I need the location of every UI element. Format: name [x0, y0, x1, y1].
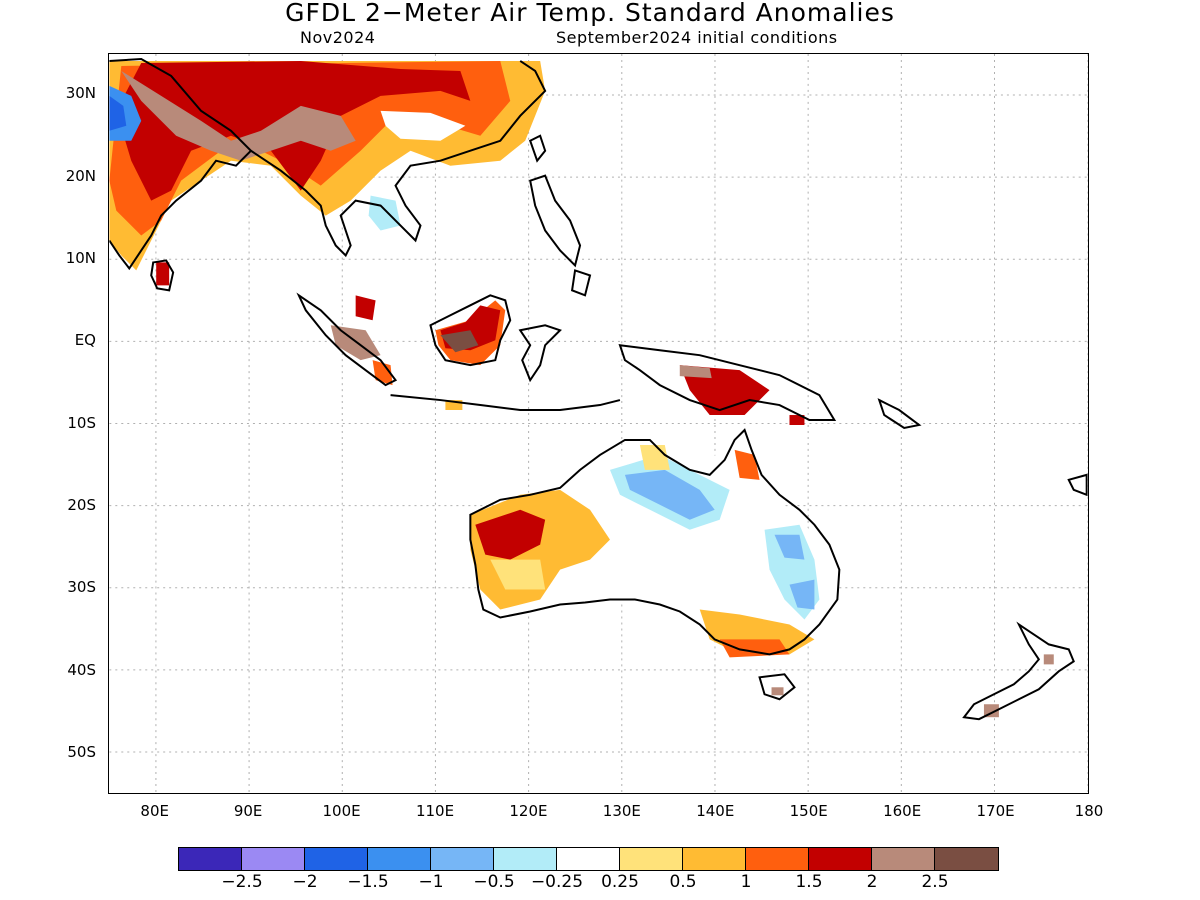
colorbar-tick-label: −2.5: [221, 872, 263, 892]
colorbar-swatch: [809, 848, 872, 870]
longitude-label: 100E: [322, 802, 361, 820]
colorbar-tick-label: −2: [292, 872, 318, 892]
colorbar-swatch: [935, 848, 998, 870]
longitude-label: 140E: [696, 802, 735, 820]
colorbar-tick-label: 2: [866, 872, 878, 892]
latitude-label: 10S: [67, 413, 96, 432]
map-panel: [108, 53, 1089, 794]
longitude-label: 120E: [509, 802, 548, 820]
colorbar-tick-label: 2.5: [921, 872, 949, 892]
colorbar-swatch: [872, 848, 935, 870]
coastlines: [109, 57, 1088, 721]
latitude-label: 20S: [67, 495, 96, 514]
colorbar-swatch: [746, 848, 809, 870]
longitude-label: 80E: [140, 802, 169, 820]
colorbar: [178, 847, 999, 871]
colorbar-swatch: [368, 848, 431, 870]
latitude-label: EQ: [74, 331, 96, 350]
longitude-label: 130E: [602, 802, 641, 820]
longitude-label: 150E: [789, 802, 828, 820]
colorbar-tick-label: 0.5: [669, 872, 697, 892]
colorbar-swatch: [620, 848, 683, 870]
latitude-label: 40S: [67, 660, 96, 679]
longitude-label: 90E: [233, 802, 263, 820]
latitude-label: 10N: [65, 248, 96, 267]
colorbar-tick-label: −1: [418, 872, 444, 892]
colorbar-swatch: [179, 848, 242, 870]
colorbar-swatch: [431, 848, 494, 870]
latitude-label: 50S: [67, 742, 96, 761]
colorbar-tick-label: 1: [740, 872, 752, 892]
colorbar-swatch: [557, 848, 620, 870]
colorbar-tick-label: 0.25: [601, 872, 639, 892]
colorbar-swatch: [305, 848, 368, 870]
anomaly-fill-asia: [109, 60, 546, 286]
latitude-label: 30N: [65, 84, 96, 103]
colorbar-tick-label: −0.25: [530, 872, 584, 892]
colorbar-swatch: [683, 848, 746, 870]
forecast-month: Nov2024: [300, 28, 376, 47]
gridlines: [109, 54, 1088, 793]
longitude-label: 160E: [883, 802, 922, 820]
anomaly-map: [109, 54, 1088, 793]
colorbar-tick-label: −1.5: [347, 872, 389, 892]
anomaly-fill-australia: [470, 444, 1054, 718]
latitude-label: 20N: [65, 166, 96, 185]
colorbar-swatch: [494, 848, 557, 870]
colorbar-tick-label: −0.5: [473, 872, 515, 892]
colorbar-swatch: [242, 848, 305, 870]
initial-conditions-label: September2024 initial conditions: [556, 28, 838, 47]
colorbar-tick-label: 1.5: [795, 872, 823, 892]
longitude-label: 170E: [976, 802, 1015, 820]
map-title: GFDL 2−Meter Air Temp. Standard Anomalie…: [285, 0, 895, 27]
longitude-label: 110E: [415, 802, 455, 820]
longitude-label: 180: [1074, 802, 1104, 820]
latitude-label: 30S: [67, 578, 96, 597]
